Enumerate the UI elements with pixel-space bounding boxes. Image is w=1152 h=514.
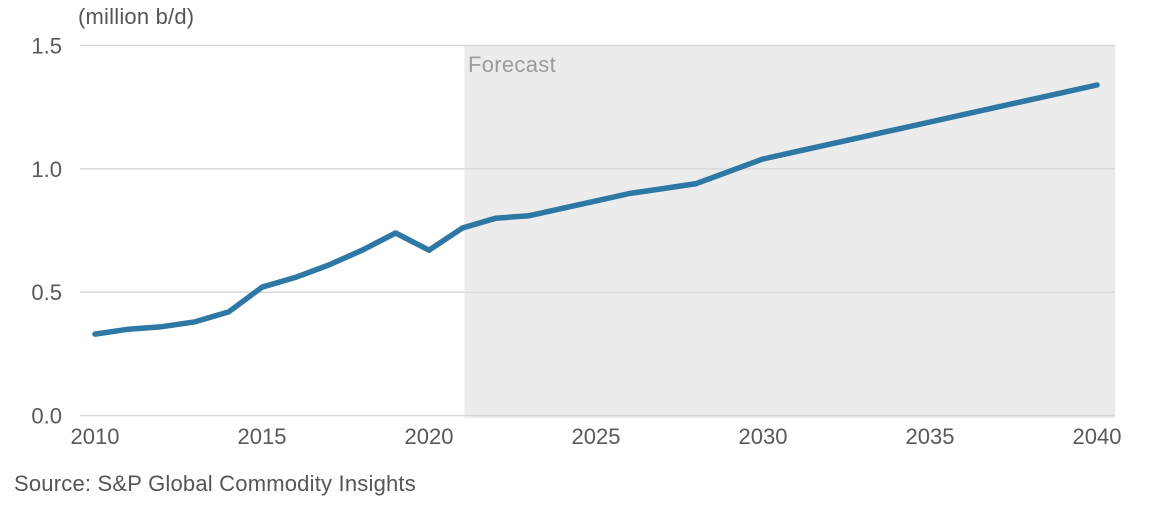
y-axis-unit-label: (million b/d) xyxy=(78,4,195,29)
y-tick-label: 0.5 xyxy=(31,280,62,305)
x-tick-label: 2015 xyxy=(238,424,287,449)
forecast-label: Forecast xyxy=(468,52,556,77)
x-tick-label: 2020 xyxy=(405,424,454,449)
source-note: Source: S&P Global Commodity Insights xyxy=(14,471,416,496)
x-tick-label: 2040 xyxy=(1073,424,1122,449)
x-tick-label: 2030 xyxy=(739,424,788,449)
x-tick-label: 2025 xyxy=(572,424,621,449)
x-tick-label: 2035 xyxy=(906,424,955,449)
y-tick-label: 1.0 xyxy=(31,157,62,182)
x-tick-label: 2010 xyxy=(71,424,120,449)
trend-line xyxy=(92,82,1100,337)
y-tick-label: 0.0 xyxy=(31,404,62,429)
y-tick-label: 1.5 xyxy=(31,34,62,59)
